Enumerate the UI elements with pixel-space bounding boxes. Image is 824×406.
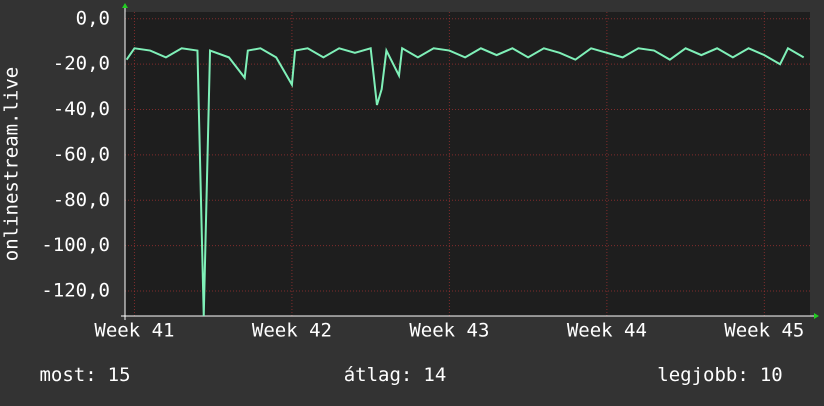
- series-line: [125, 46, 805, 317]
- y-tick-label: -60,0: [53, 143, 110, 165]
- y-tick-label: 0,0: [76, 7, 110, 29]
- stat-label: most:: [39, 364, 96, 386]
- stat-value: 10: [760, 364, 783, 386]
- stat: átlag: 14: [344, 364, 447, 386]
- x-tick-label: Week 42: [252, 320, 332, 342]
- axis-arrow: [814, 313, 819, 319]
- stat: legjobb: 10: [657, 364, 782, 386]
- y-tick-label: -120,0: [41, 280, 110, 302]
- x-tick-label: Week 45: [724, 320, 804, 342]
- stat-label: legjobb:: [657, 364, 749, 386]
- y-tick-label: -20,0: [53, 53, 110, 75]
- stat-label: átlag:: [344, 364, 413, 386]
- axis-arrow: [122, 3, 128, 8]
- plot-area: [125, 12, 810, 316]
- y-tick-label: -40,0: [53, 98, 110, 120]
- x-tick-label: Week 44: [567, 320, 647, 342]
- x-tick-label: Week 41: [94, 320, 174, 342]
- stat-value: 15: [108, 364, 131, 386]
- x-tick-label: Week 43: [409, 320, 489, 342]
- y-axis-label: onlinestream.live: [1, 67, 23, 261]
- y-tick-label: -100,0: [41, 234, 110, 256]
- y-tick-label: -80,0: [53, 189, 110, 211]
- stat-value: 14: [423, 364, 446, 386]
- stat: most: 15: [39, 364, 130, 386]
